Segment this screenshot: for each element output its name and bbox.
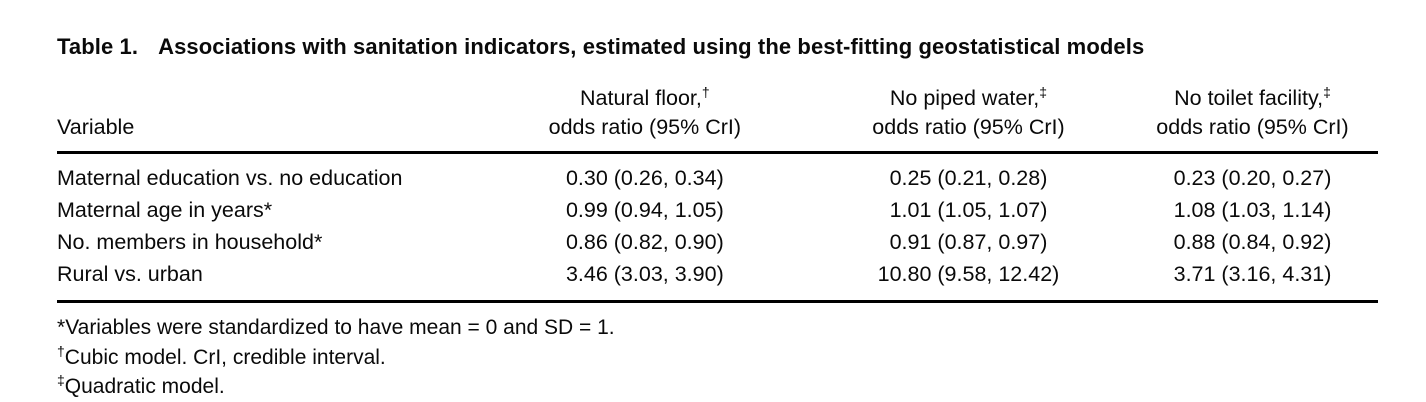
variable-header-label: Variable <box>57 115 135 139</box>
no-toilet-facility-value-cell: 0.23 (0.20, 0.27) <box>1173 166 1332 190</box>
footnote-cubic-model: †Cubic model. CrI, credible interval. <box>57 343 1378 373</box>
no-piped-water-value-cell: 10.80 (9.58, 12.42) <box>809 258 1127 303</box>
column-header-natural-floor: Natural floor,† odds ratio (95% CrI) <box>479 83 810 154</box>
variable-cell: Maternal education vs. no education <box>57 166 403 190</box>
table-number-label: Table 1. <box>57 34 139 59</box>
natural-floor-header-subtitle: odds ratio (95% CrI) <box>548 115 742 139</box>
table-body: Maternal education vs. no education 0.30… <box>57 153 1378 303</box>
no-piped-water-value-cell: 0.91 (0.87, 0.97) <box>889 230 1048 254</box>
column-header-variable: Variable <box>57 84 480 154</box>
footnote-text: Variables were standardized to have mean… <box>65 316 615 339</box>
double-dagger-marker: ‡ <box>1323 83 1331 100</box>
dagger-marker: † <box>57 342 65 359</box>
no-piped-water-header-label: No piped water, <box>889 86 1040 110</box>
no-toilet-facility-value-cell: 1.08 (1.03, 1.14) <box>1173 198 1332 222</box>
column-header-no-piped-water: No piped water,‡ odds ratio (95% CrI) <box>809 83 1127 154</box>
results-table: Variable Natural floor,† odds ratio (95%… <box>57 84 1378 303</box>
variable-cell: Rural vs. urban <box>57 258 480 303</box>
footnote-standardized-variables: *Variables were standardized to have mea… <box>57 313 1378 343</box>
no-toilet-facility-value-cell: 3.71 (3.16, 4.31) <box>1127 258 1378 303</box>
no-toilet-facility-header-label: No toilet facility, <box>1174 86 1324 110</box>
table-row: Rural vs. urban 3.46 (3.03, 3.90) 10.80 … <box>57 258 1378 303</box>
natural-floor-header-label: Natural floor, <box>579 86 702 110</box>
footnote-text: Quadratic model. <box>64 375 225 398</box>
natural-floor-value-cell: 0.99 (0.94, 1.05) <box>565 198 724 222</box>
table-caption: Table 1. Associations with sanitation ind… <box>57 34 1378 60</box>
variable-cell: Maternal age in years* <box>57 198 273 222</box>
no-piped-water-value-cell: 0.25 (0.21, 0.28) <box>889 166 1048 190</box>
table-row: Maternal education vs. no education 0.30… <box>57 153 1378 195</box>
footnote-text: Cubic model. CrI, credible interval. <box>64 345 386 369</box>
no-toilet-facility-value-cell: 0.88 (0.84, 0.92) <box>1173 230 1332 254</box>
table-row: Maternal age in years* 0.99 (0.94, 1.05)… <box>57 194 1378 226</box>
table-header: Variable Natural floor,† odds ratio (95%… <box>57 83 1378 154</box>
asterisk-marker: * <box>57 316 66 339</box>
double-dagger-marker: ‡ <box>1039 83 1048 100</box>
no-toilet-facility-header-subtitle: odds ratio (95% CrI) <box>1156 115 1349 139</box>
natural-floor-value-cell: 3.46 (3.03, 3.90) <box>479 258 810 303</box>
dagger-marker: † <box>701 83 710 100</box>
natural-floor-value-cell: 0.86 (0.82, 0.90) <box>565 230 724 254</box>
table-title-text: Associations with sanitation indicators,… <box>158 34 1145 59</box>
footnote-quadratic-model: ‡Quadratic model. <box>57 372 1378 402</box>
no-piped-water-header-subtitle: odds ratio (95% CrI) <box>872 115 1065 139</box>
no-piped-water-value-cell: 1.01 (1.05, 1.07) <box>889 198 1048 222</box>
natural-floor-value-cell: 0.30 (0.26, 0.34) <box>565 166 724 190</box>
double-dagger-marker: ‡ <box>57 372 65 388</box>
column-header-no-toilet-facility: No toilet facility,‡ odds ratio (95% CrI… <box>1127 83 1378 154</box>
table-footnotes: *Variables were standardized to have mea… <box>57 313 1378 402</box>
table-row: No. members in household* 0.86 (0.82, 0.… <box>57 226 1378 258</box>
variable-cell: No. members in household* <box>57 230 323 254</box>
